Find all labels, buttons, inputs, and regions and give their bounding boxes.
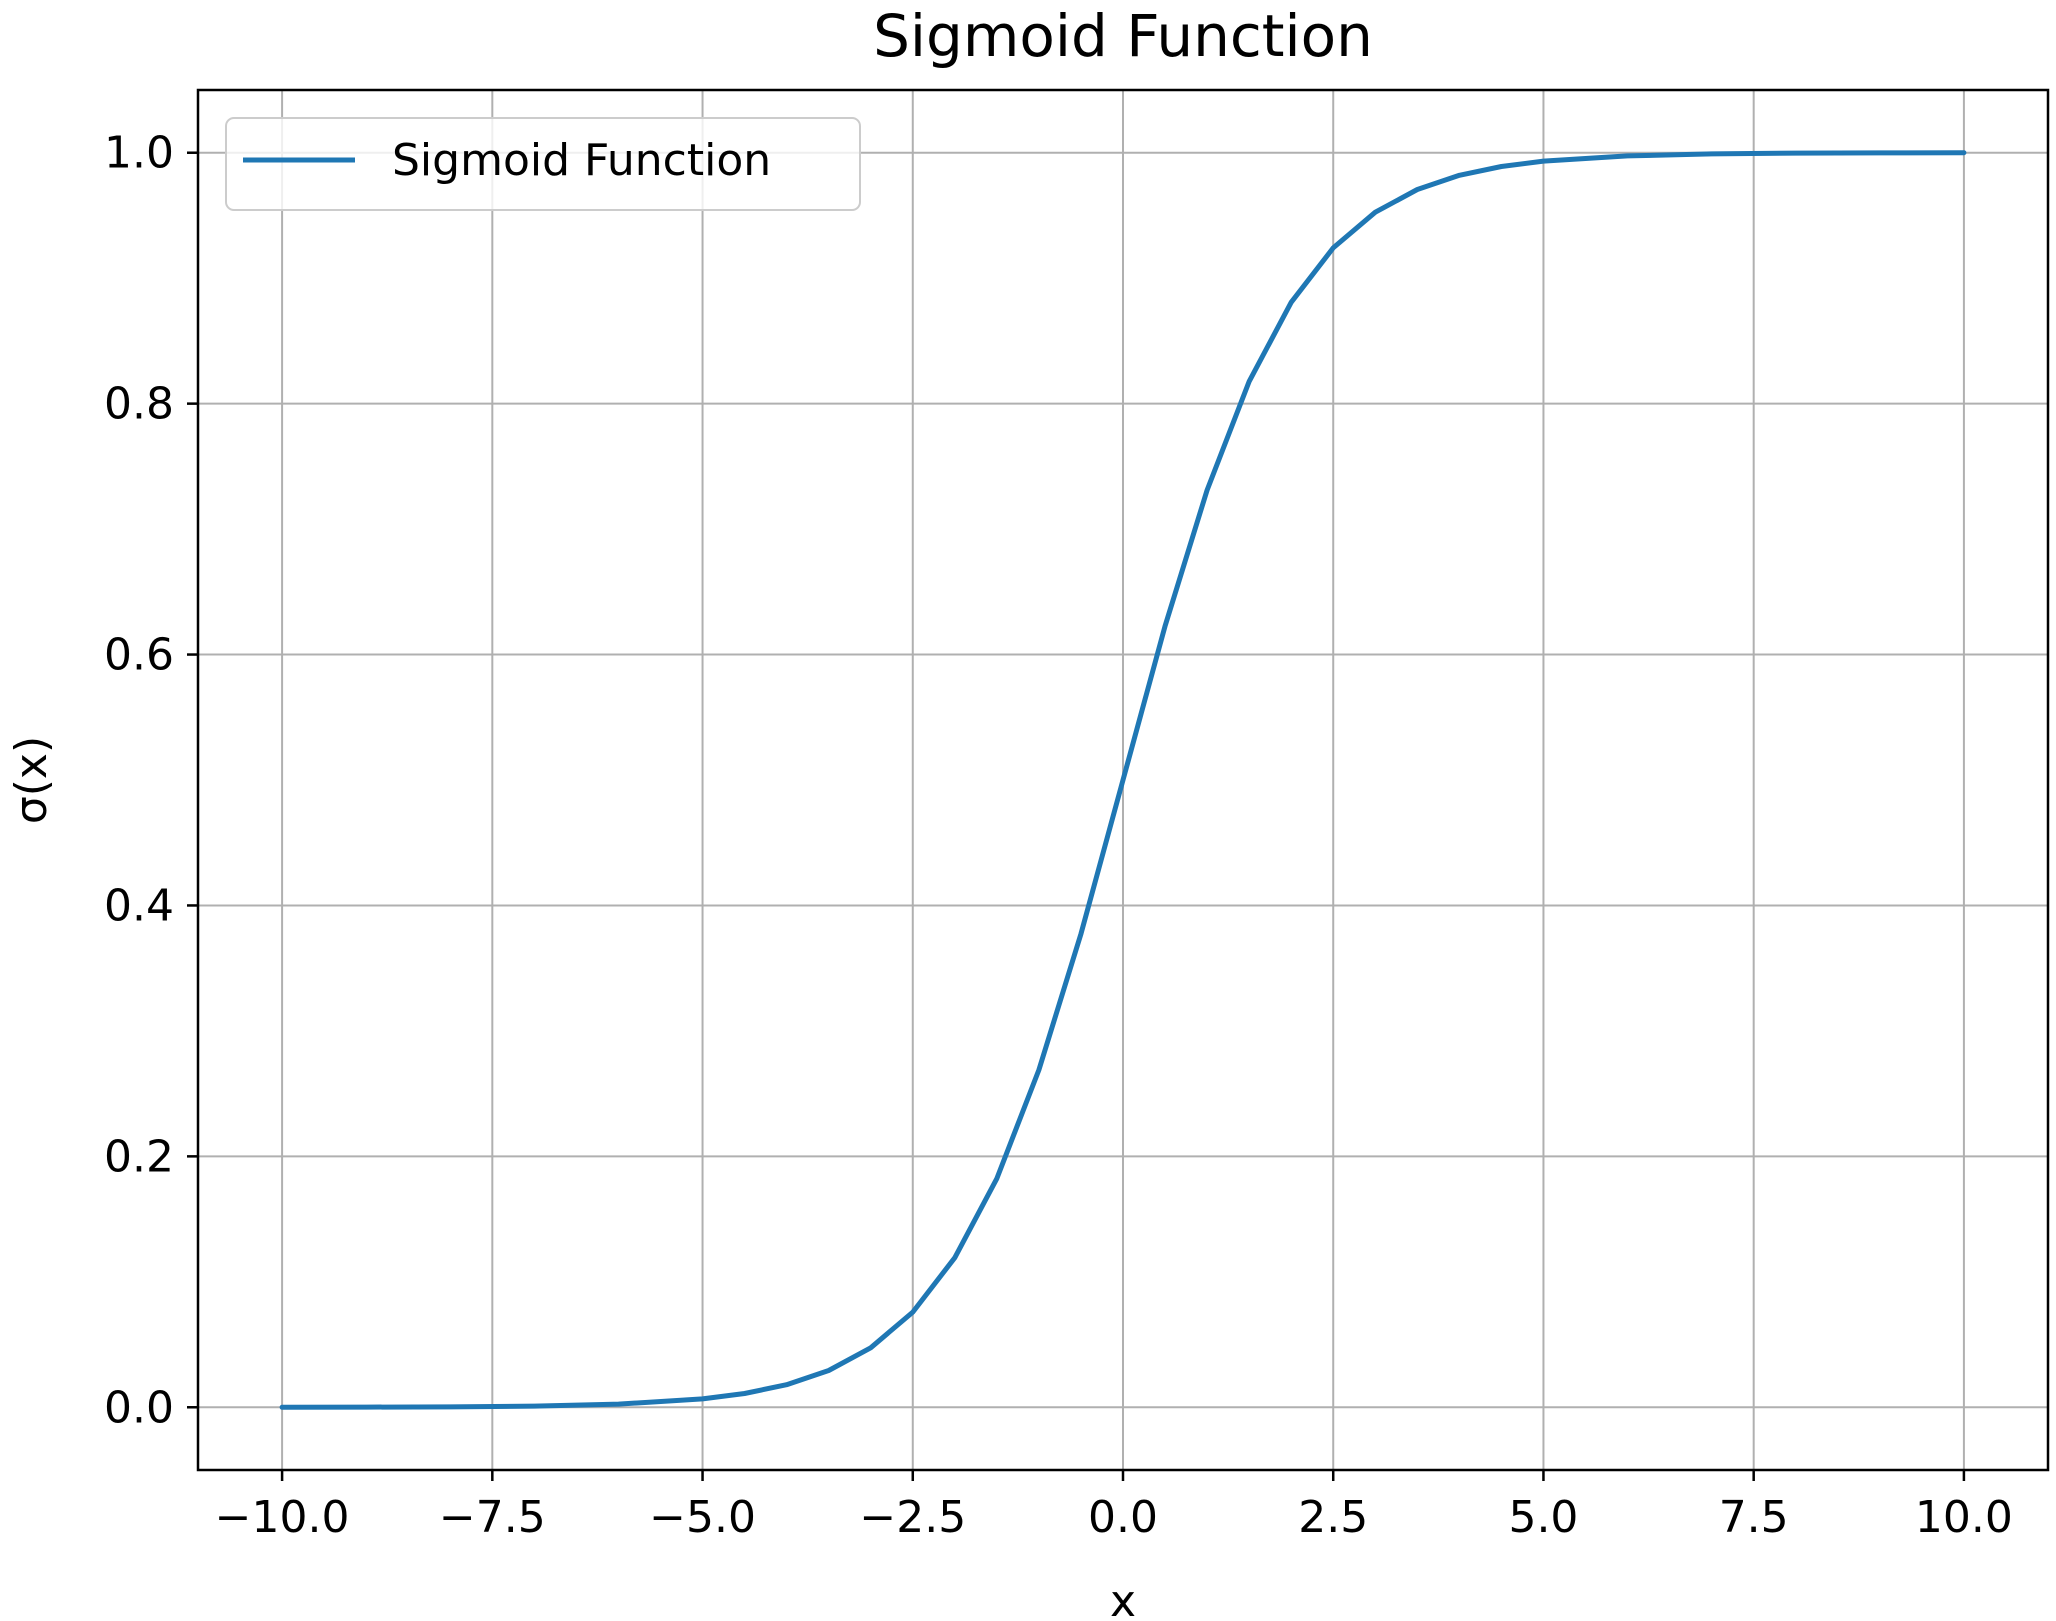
legend-box	[225, 117, 861, 211]
x-tick-label: −5.0	[649, 1492, 756, 1543]
x-tick-label: 10.0	[1915, 1492, 2013, 1543]
y-tick-label: 0.6	[104, 630, 174, 681]
series-layer	[279, 150, 1967, 1410]
x-axis-label: x	[1110, 1576, 1136, 1621]
x-tick-label: −7.5	[439, 1492, 546, 1543]
x-tick-label: 2.5	[1298, 1492, 1368, 1543]
y-axis-label: σ(x)	[6, 736, 57, 824]
x-tick-label: −2.5	[859, 1492, 966, 1543]
y-tick-label: 0.2	[104, 1131, 174, 1182]
y-tick-label: 1.0	[104, 128, 174, 179]
legend: Sigmoid Function	[225, 117, 861, 211]
x-axis-ticks: −10.0 −7.5 −5.0 −2.5 0.0 2.5 5.0 7.5 10.0	[215, 1470, 2013, 1543]
y-axis-ticks: 0.0 0.2 0.4 0.6 0.8 1.0	[104, 128, 198, 1433]
y-tick-label: 0.0	[104, 1382, 174, 1433]
series-line-0	[279, 150, 1967, 1410]
y-tick-label: 0.8	[104, 379, 174, 430]
x-tick-label: 5.0	[1508, 1492, 1578, 1543]
x-tick-label: −10.0	[215, 1492, 350, 1543]
y-tick-label: 0.4	[104, 880, 174, 931]
x-tick-label: 7.5	[1719, 1492, 1789, 1543]
legend-label-sigmoid: Sigmoid Function	[392, 135, 771, 186]
chart-title: Sigmoid Function	[873, 2, 1373, 70]
x-tick-label: 0.0	[1088, 1492, 1158, 1543]
